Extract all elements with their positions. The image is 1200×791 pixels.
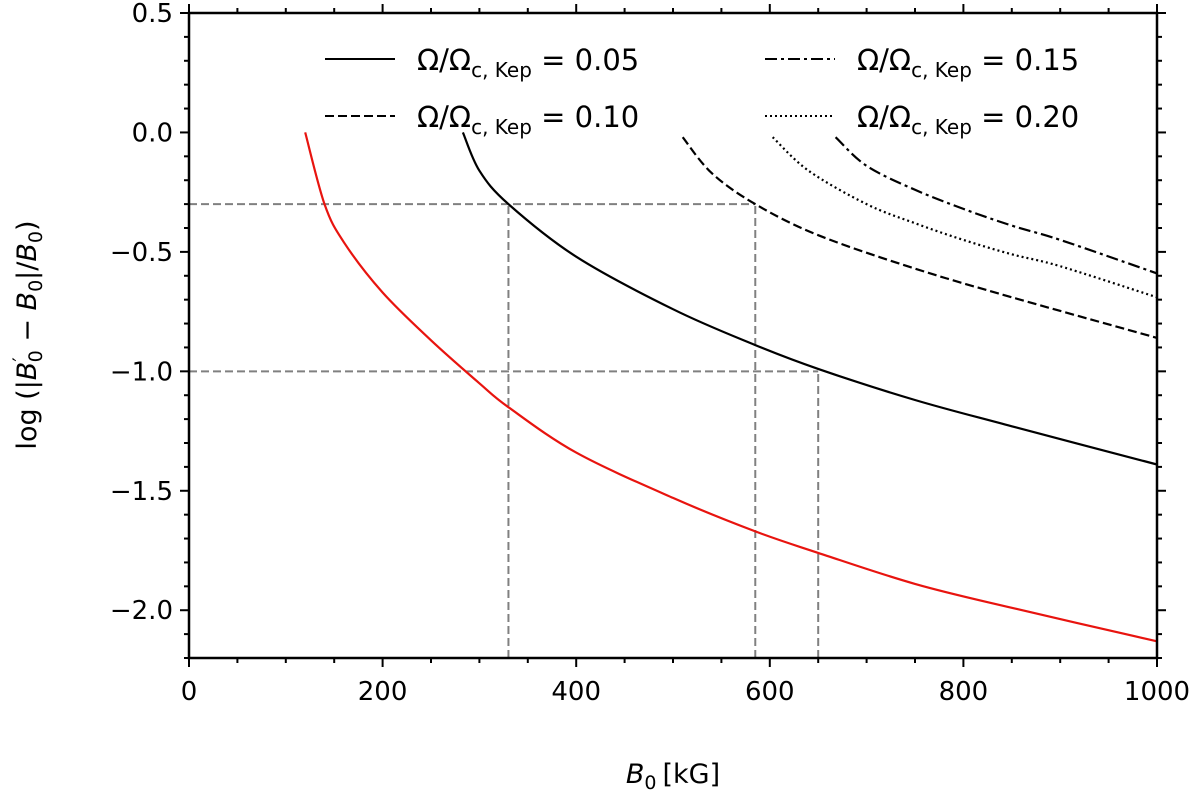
y-axis-title: log (|B′0 − B0|/B0)	[9, 220, 47, 449]
series-line-0	[461, 131, 1158, 466]
data-series	[304, 131, 1158, 643]
series-line-2	[834, 136, 1158, 275]
y-tick-label: −1.5	[110, 477, 173, 507]
legend-label-0.05: Ω/Ωc, Kep = 0.05	[417, 43, 639, 82]
y-tick-label: −2.0	[110, 596, 173, 626]
x-tick-label: 0	[181, 677, 198, 707]
legend-label-0.20: Ω/Ωc, Kep = 0.20	[857, 100, 1079, 139]
x-tick-label: 800	[939, 677, 989, 707]
y-tick-label: −0.5	[110, 238, 173, 268]
tick-labels: 0 200 400 600 800 1000 0.5 0.0 −0.5 −1.0 −1.5 −2.0	[110, 0, 1190, 707]
x-tick-label: 200	[358, 677, 408, 707]
ticks	[180, 4, 1166, 667]
series-line-4	[304, 132, 1158, 643]
x-tick-label: 400	[551, 677, 601, 707]
x-axis-title: B0 [kG]	[626, 759, 720, 791]
series-line-1	[681, 136, 1158, 339]
y-tick-label: 0.0	[132, 118, 173, 148]
legend-label-0.15: Ω/Ωc, Kep = 0.15	[857, 43, 1079, 82]
x-tick-label: 600	[745, 677, 795, 707]
legend: Ω/Ωc, Kep = 0.05 Ω/Ωc, Kep = 0.10 Ω/Ωc, …	[325, 43, 1079, 139]
x-tick-label: 1000	[1124, 677, 1190, 707]
y-tick-label: −1.0	[110, 357, 173, 387]
legend-label-0.10: Ω/Ωc, Kep = 0.10	[417, 100, 639, 139]
reference-lines	[189, 203, 820, 658]
y-tick-label: 0.5	[132, 0, 173, 29]
series-line-3	[771, 136, 1158, 299]
